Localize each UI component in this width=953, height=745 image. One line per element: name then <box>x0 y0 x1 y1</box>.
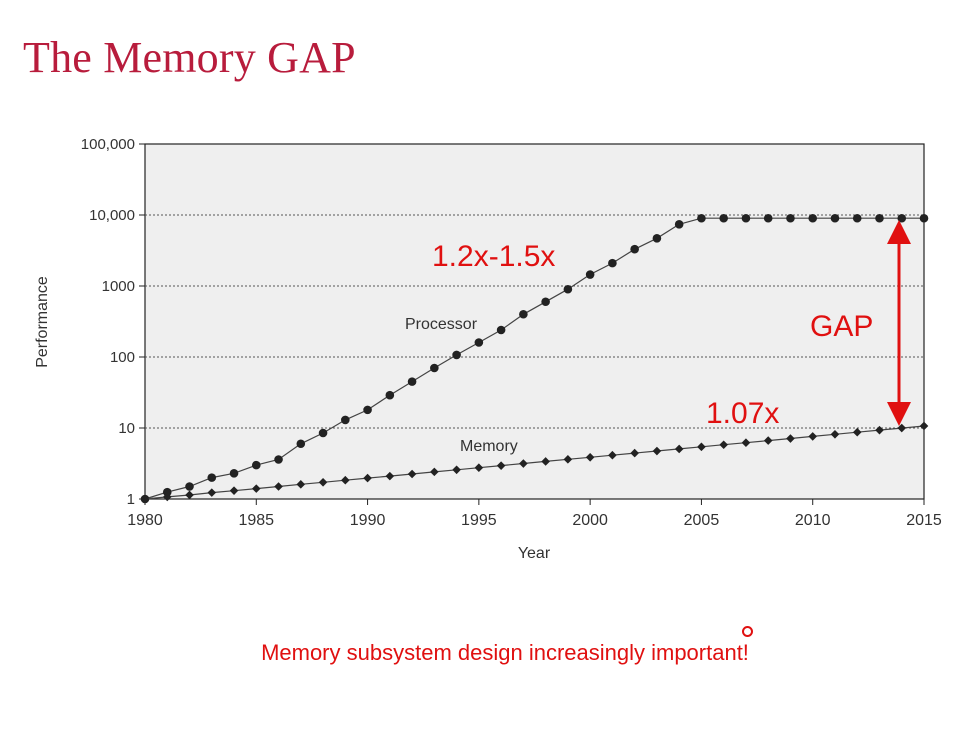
annotation-memory-growth: 1.07x <box>706 397 779 430</box>
processor-data-point <box>519 309 528 319</box>
memory-data-point <box>519 459 528 468</box>
processor-data-point <box>318 428 328 438</box>
processor-data-point <box>430 363 439 373</box>
processor-data-point <box>385 390 395 400</box>
memory-data-point <box>652 446 662 456</box>
memory-data-point <box>608 450 617 460</box>
memory-data-point <box>229 486 239 495</box>
memory-data-point <box>697 442 706 452</box>
y-tick-label: 1000 <box>102 278 135 295</box>
annotation-processor-growth: 1.2x-1.5x <box>432 240 555 273</box>
processor-data-point <box>719 213 728 223</box>
memory-data-point <box>274 482 283 491</box>
x-tick-label: 2005 <box>684 512 720 529</box>
processor-data-point <box>541 297 550 307</box>
processor-data-point <box>830 213 840 223</box>
memory-data-point <box>318 477 328 487</box>
processor-data-point <box>919 213 929 223</box>
x-tick-label: 1980 <box>127 512 163 529</box>
processor-data-point <box>296 439 306 449</box>
processor-data-point <box>251 460 261 470</box>
processor-data-point <box>608 258 617 268</box>
processor-data-point <box>786 213 795 223</box>
processor-data-point <box>852 213 862 223</box>
memory-data-point <box>185 490 194 500</box>
processor-data-point <box>162 487 172 497</box>
processor-data-point <box>652 233 662 243</box>
plot-area <box>144 143 925 500</box>
series-label-memory: Memory <box>460 438 518 455</box>
cursor-indicator-icon <box>742 626 753 637</box>
memory-data-point <box>363 473 372 483</box>
y-tick-label: 10,000 <box>89 207 135 224</box>
memory-data-point <box>763 436 773 445</box>
series-label-processor: Processor <box>405 316 478 333</box>
memory-data-point <box>140 494 150 504</box>
processor-data-point <box>697 213 706 223</box>
memory-data-point <box>919 421 929 431</box>
y-axis-label: Performance <box>34 276 51 368</box>
processor-data-point <box>897 213 907 223</box>
slide-title: The Memory GAP <box>23 33 356 82</box>
memory-data-point <box>430 467 439 477</box>
memory-data-point <box>296 480 306 489</box>
processor-data-point <box>452 350 461 360</box>
processor-data-point <box>585 270 595 279</box>
processor-data-point <box>630 244 639 254</box>
memory-data-point <box>585 452 595 462</box>
processor-data-point <box>185 482 194 491</box>
memory-data-point <box>563 455 573 464</box>
y-tick-label: 10 <box>118 420 135 437</box>
memory-data-point <box>719 440 728 450</box>
x-tick-label: 1995 <box>461 512 497 529</box>
processor-data-point <box>407 377 417 386</box>
memory-data-point <box>630 448 639 458</box>
memory-data-point <box>674 444 684 454</box>
memory-data-point <box>741 438 751 447</box>
footer-message: Memory subsystem design increasingly imp… <box>261 640 749 665</box>
processor-data-point <box>207 473 217 482</box>
processor-data-point <box>341 415 350 425</box>
memory-data-point <box>162 492 172 502</box>
memory-data-point <box>852 427 862 437</box>
x-tick-label: 2010 <box>795 512 831 529</box>
annotation-gap: GAP <box>810 310 873 343</box>
memory-data-point <box>251 484 261 493</box>
processor-data-point <box>875 213 884 223</box>
x-tick-label: 1985 <box>238 512 274 529</box>
memory-data-point <box>808 432 818 441</box>
memory-data-point <box>407 469 417 479</box>
memory-data-point <box>207 488 217 497</box>
memory-data-point <box>830 430 840 439</box>
memory-data-point <box>541 457 550 466</box>
x-axis-label: Year <box>518 545 551 562</box>
memory-data-point <box>875 425 884 435</box>
x-tick-label: 1990 <box>350 512 386 529</box>
processor-data-point <box>808 213 818 223</box>
x-tick-label: 2015 <box>906 512 942 529</box>
x-tick-label: 2000 <box>572 512 608 529</box>
y-tick-label: 100,000 <box>81 136 135 153</box>
memory-data-point <box>341 475 350 485</box>
processor-data-point <box>363 405 372 415</box>
processor-data-point <box>674 219 684 229</box>
processor-data-point <box>496 325 506 335</box>
memory-data-point <box>385 471 395 481</box>
memory-data-point <box>452 465 461 475</box>
y-tick-label: 1 <box>127 491 135 508</box>
memory-data-point <box>474 463 484 472</box>
processor-data-point <box>474 338 484 347</box>
y-tick-label: 100 <box>110 349 135 366</box>
processor-data-point <box>229 469 239 478</box>
processor-data-point <box>563 284 573 294</box>
processor-data-point <box>763 213 773 223</box>
processor-data-point <box>274 455 283 464</box>
memory-data-point <box>786 434 795 443</box>
processor-data-point <box>741 213 751 223</box>
memory-data-point <box>496 461 506 470</box>
